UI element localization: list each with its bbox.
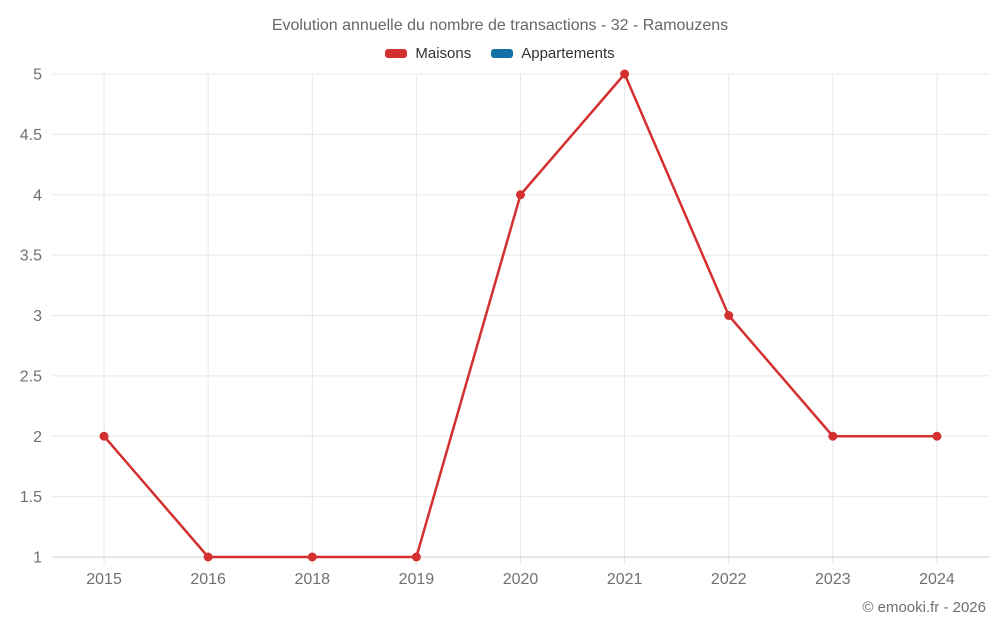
credit-link[interactable]: © emooki.fr - 2026 (862, 599, 986, 616)
x-axis-tick-label: 2018 (294, 571, 330, 588)
legend-label-appartements: Appartements (521, 45, 615, 62)
data-point[interactable] (620, 69, 630, 79)
y-axis-tick-label: 5 (33, 67, 42, 84)
legend-item-maisons[interactable]: Maisons (385, 45, 471, 62)
data-point[interactable] (516, 190, 525, 200)
data-point[interactable] (203, 552, 213, 562)
y-axis-tick-label: 2 (33, 429, 42, 446)
y-axis-tick-label: 1 (33, 550, 42, 567)
y-axis-tick-label: 2.5 (20, 368, 42, 385)
y-axis-tick-label: 4 (33, 187, 42, 204)
chart-title: Evolution annuelle du nombre de transact… (271, 17, 729, 34)
data-point[interactable] (724, 311, 734, 320)
y-axis-tick-label: 4.5 (20, 127, 42, 144)
data-point[interactable] (932, 431, 942, 441)
x-axis-tick-label: 2023 (815, 571, 851, 588)
legend-item-appartements[interactable]: Appartements (491, 45, 615, 62)
legend-swatch-appartements-icon (491, 49, 514, 58)
y-axis-tick-label: 3.5 (20, 248, 42, 265)
x-axis-tick-label: 2020 (503, 571, 539, 588)
y-axis-tick-label: 1.5 (20, 489, 42, 506)
data-point[interactable] (307, 552, 317, 562)
x-axis-tick-label: 2016 (190, 571, 226, 588)
data-point[interactable] (411, 552, 421, 562)
legend-label-maisons: Maisons (415, 45, 472, 62)
x-axis-tick-label: 2021 (607, 571, 643, 588)
legend-swatch-maisons-icon (385, 49, 408, 58)
x-axis-tick-label: 2022 (711, 571, 747, 588)
data-point[interactable] (99, 431, 109, 441)
x-axis-tick-label: 2019 (399, 571, 435, 588)
chart-legend: Maisons Appartements (0, 45, 1000, 62)
data-point[interactable] (828, 431, 838, 441)
x-axis-tick-label: 2015 (86, 571, 122, 588)
y-axis-tick-label: 3 (33, 308, 42, 325)
x-axis-tick-label: 2024 (919, 571, 955, 588)
